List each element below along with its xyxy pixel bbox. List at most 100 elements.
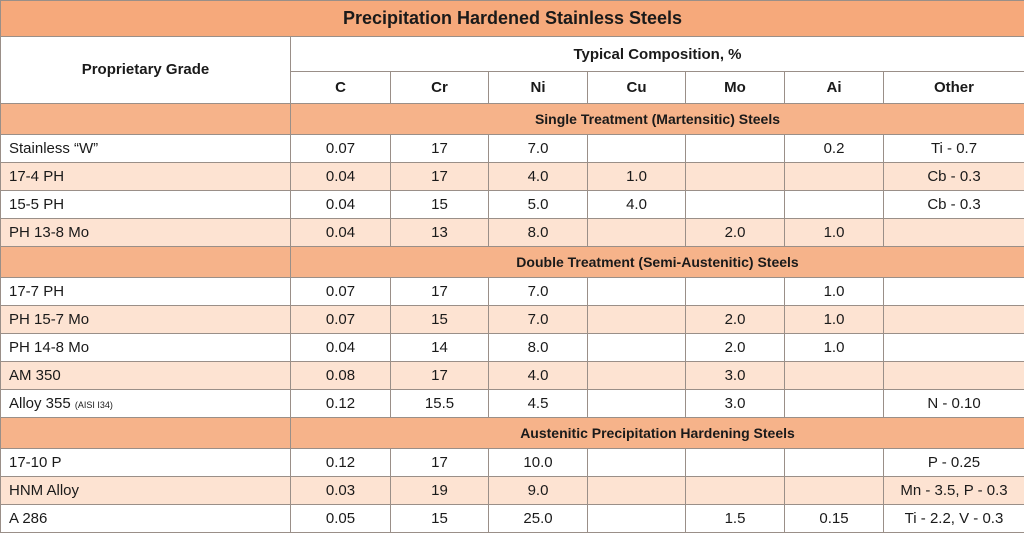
value-cell-ni: 7.0: [488, 305, 588, 334]
value-cell-mo: 2.0: [685, 218, 785, 247]
grade-cell: PH 15-7 Mo: [0, 305, 291, 334]
value-cell-mo: [685, 134, 785, 163]
value-cell-cr: 17: [390, 277, 489, 306]
value-cell-c: 0.05: [290, 504, 391, 533]
value-cell-ni: 4.0: [488, 361, 588, 390]
value-cell-cr: 17: [390, 134, 489, 163]
value-cell-other: [883, 218, 1024, 247]
value-cell-ni: 7.0: [488, 134, 588, 163]
value-cell-ai: [784, 476, 884, 505]
value-cell-mo: [685, 476, 785, 505]
value-cell-ai: [784, 448, 884, 477]
value-cell-cu: [587, 389, 686, 418]
value-cell-mo: 2.0: [685, 333, 785, 362]
value-cell-ai: 1.0: [784, 277, 884, 306]
value-cell-ai: [784, 361, 884, 390]
grade-cell: 17-7 PH: [0, 277, 291, 306]
column-header-ai: Ai: [784, 71, 884, 104]
value-cell-other: [883, 277, 1024, 306]
value-cell-cr: 15.5: [390, 389, 489, 418]
grade-cell: 17-10 P: [0, 448, 291, 477]
value-cell-c: 0.12: [290, 448, 391, 477]
value-cell-cu: 4.0: [587, 190, 686, 219]
value-cell-mo: [685, 162, 785, 191]
table-row: PH 15-7 Mo 0.07 15 7.0 2.0 1.0: [0, 305, 1024, 334]
value-cell-other: [883, 361, 1024, 390]
grade-cell: AM 350: [0, 361, 291, 390]
value-cell-c: 0.07: [290, 305, 391, 334]
table-row: 17-10 P 0.12 17 10.0 P - 0.25: [0, 448, 1024, 477]
value-cell-mo: 2.0: [685, 305, 785, 334]
value-cell-cu: [587, 333, 686, 362]
value-cell-other: N - 0.10: [883, 389, 1024, 418]
table-title: Precipitation Hardened Stainless Steels: [0, 0, 1024, 37]
value-cell-cu: [587, 218, 686, 247]
value-cell-other: Mn - 3.5, P - 0.3: [883, 476, 1024, 505]
value-cell-ni: 10.0: [488, 448, 588, 477]
table-row: Stainless “W” 0.07 17 7.0 0.2 Ti - 0.7: [0, 134, 1024, 163]
grade-cell: HNM Alloy: [0, 476, 291, 505]
table-row: HNM Alloy 0.03 19 9.0 Mn - 3.5, P - 0.3: [0, 476, 1024, 505]
value-cell-other: Ti - 0.7: [883, 134, 1024, 163]
grade-note: (AISI I34): [74, 400, 113, 410]
section-label: Austenitic Precipitation Hardening Steel…: [290, 417, 1024, 449]
value-cell-ai: [784, 162, 884, 191]
value-cell-other: P - 0.25: [883, 448, 1024, 477]
grade-name: Stainless “W”: [9, 140, 99, 157]
value-cell-cu: [587, 305, 686, 334]
value-cell-ai: 0.15: [784, 504, 884, 533]
value-cell-mo: [685, 190, 785, 219]
column-header-other: Other: [883, 71, 1024, 104]
value-cell-other: Cb - 0.3: [883, 162, 1024, 191]
grade-name: PH 15-7 Mo: [9, 311, 90, 328]
value-cell-mo: 1.5: [685, 504, 785, 533]
grade-name: 17-4 PH: [9, 168, 65, 185]
value-cell-ni: 4.0: [488, 162, 588, 191]
value-cell-cu: [587, 448, 686, 477]
value-cell-c: 0.07: [290, 277, 391, 306]
value-cell-ni: 25.0: [488, 504, 588, 533]
value-cell-cr: 17: [390, 361, 489, 390]
value-cell-other: Cb - 0.3: [883, 190, 1024, 219]
grade-name: Alloy 355: [9, 395, 71, 412]
value-cell-cr: 15: [390, 504, 489, 533]
value-cell-ai: 1.0: [784, 218, 884, 247]
value-cell-ni: 7.0: [488, 277, 588, 306]
value-cell-other: Ti - 2.2, V - 0.3: [883, 504, 1024, 533]
table-row: A 286 0.05 15 25.0 1.5 0.15 Ti - 2.2, V - 0.3: [0, 504, 1024, 533]
table-row: AM 350 0.08 17 4.0 3.0: [0, 361, 1024, 390]
column-header-c: C: [290, 71, 391, 104]
grade-cell: Alloy 355 (AISI I34): [0, 389, 291, 418]
value-cell-mo: [685, 277, 785, 306]
section-row: Double Treatment (Semi-Austenitic) Steel…: [0, 246, 1024, 278]
table-row: 17-7 PH 0.07 17 7.0 1.0: [0, 277, 1024, 306]
grade-name: PH 13-8 Mo: [9, 224, 90, 241]
value-cell-cu: [587, 134, 686, 163]
column-header-ni: Ni: [488, 71, 588, 104]
grade-cell: A 286: [0, 504, 291, 533]
value-cell-ai: [784, 190, 884, 219]
value-cell-cr: 15: [390, 190, 489, 219]
table-body: Single Treatment (Martensitic) Steels Sta…: [0, 103, 1024, 533]
table-row: 15-5 PH 0.04 15 5.0 4.0 Cb - 0.3: [0, 190, 1024, 219]
section-label: Double Treatment (Semi-Austenitic) Steel…: [290, 246, 1024, 278]
value-cell-ni: 8.0: [488, 218, 588, 247]
value-cell-mo: 3.0: [685, 361, 785, 390]
grade-name: A 286: [9, 510, 48, 527]
grade-name: 15-5 PH: [9, 196, 65, 213]
value-cell-c: 0.07: [290, 134, 391, 163]
grade-name: 17-10 P: [9, 454, 62, 471]
grade-name: PH 14-8 Mo: [9, 339, 90, 356]
value-cell-other: [883, 333, 1024, 362]
value-cell-mo: 3.0: [685, 389, 785, 418]
value-cell-cu: [587, 277, 686, 306]
section-label: Single Treatment (Martensitic) Steels: [290, 103, 1024, 135]
table-row: Alloy 355 (AISI I34) 0.12 15.5 4.5 3.0 N - 0.…: [0, 389, 1024, 418]
value-cell-cr: 19: [390, 476, 489, 505]
value-cell-ni: 4.5: [488, 389, 588, 418]
grade-name: HNM Alloy: [9, 482, 80, 499]
column-header-cr: Cr: [390, 71, 489, 104]
value-cell-cr: 17: [390, 448, 489, 477]
value-cell-ni: 8.0: [488, 333, 588, 362]
